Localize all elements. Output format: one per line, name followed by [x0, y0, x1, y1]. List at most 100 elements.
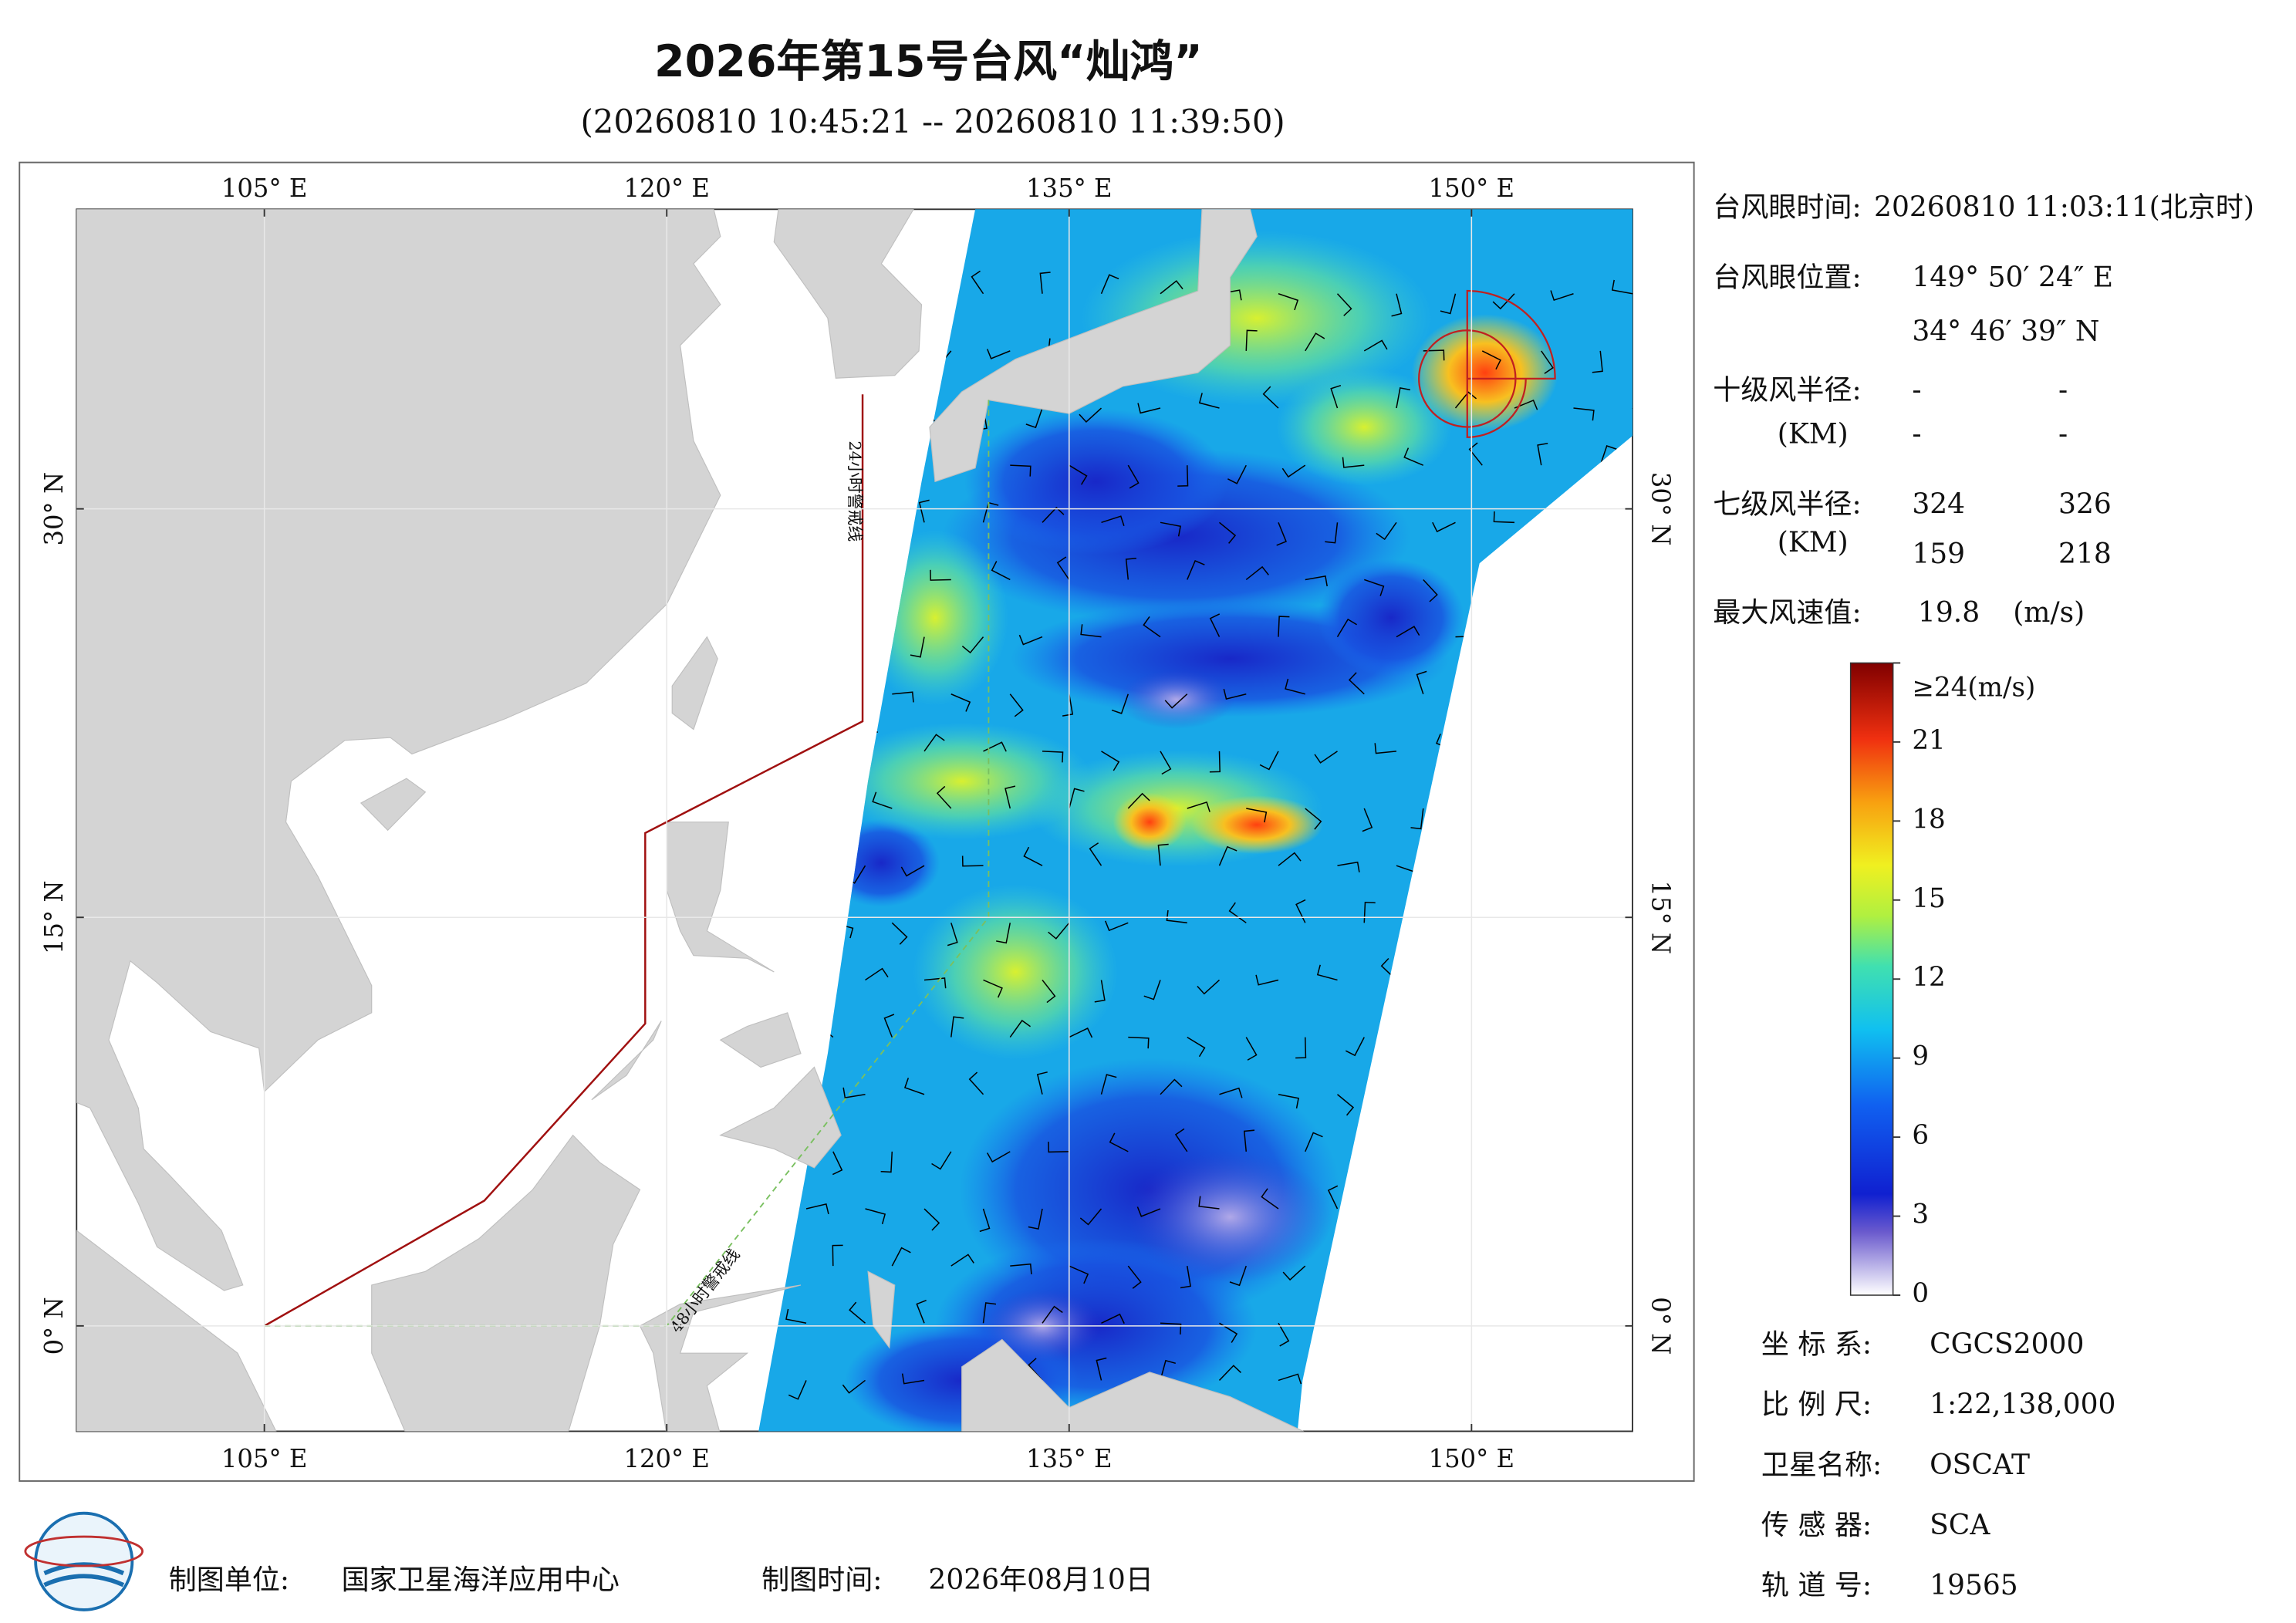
wind-barb [1305, 332, 1325, 352]
wind-barb [1069, 788, 1085, 809]
wind-barb [1550, 290, 1574, 302]
wind-barb [1101, 515, 1125, 527]
wind-barb [1416, 670, 1427, 694]
wind-field [1117, 670, 1235, 729]
wind-barb [1100, 1074, 1117, 1095]
y-tick-label: 0° N [39, 1297, 69, 1355]
wind-barb [901, 1373, 925, 1385]
wind-barb [1039, 272, 1051, 294]
wind-barb [1255, 974, 1279, 986]
wind-barb [1314, 751, 1338, 764]
wind-barb [1644, 1152, 1660, 1172]
wind-barb [930, 569, 951, 581]
info-text: 台风眼时间: [1713, 191, 1861, 223]
info-text: 149° 50′ 24″ E [1912, 262, 2113, 293]
land [929, 209, 1258, 483]
wind-barb [1396, 387, 1411, 409]
wind-barb [1642, 789, 1660, 808]
wind-barb [1363, 901, 1376, 923]
wind-field [964, 408, 1228, 555]
wind-barb [983, 741, 1007, 752]
wind-barb [1157, 843, 1169, 866]
wind-barb [1127, 792, 1150, 809]
logo [24, 1511, 144, 1611]
wind-barb [1009, 1019, 1031, 1038]
wind-barb [950, 693, 971, 712]
info-text: 324 [1912, 488, 1965, 520]
wind-barb [1048, 922, 1070, 940]
wind-barb [1127, 1265, 1142, 1289]
wind-barb [1342, 457, 1365, 468]
wind-barb [1160, 751, 1172, 775]
meta-value: 1:22,138,000 [1930, 1389, 2115, 1421]
meta-value: CGCS2000 [1930, 1328, 2084, 1360]
land [76, 1230, 277, 1432]
wind-barb [1042, 751, 1064, 763]
wind-barb [950, 1016, 964, 1038]
wind-barb [1198, 1196, 1220, 1210]
wind-barb [1009, 693, 1024, 717]
wind-barb [979, 1208, 991, 1233]
wind-barb [865, 1208, 886, 1225]
info-text: 20260810 11:03:11(北京时) [1874, 191, 2254, 223]
wind-barb [983, 979, 1003, 998]
wind-barb [1660, 451, 1682, 465]
wind-barb [1599, 445, 1617, 466]
wind-barb [1316, 964, 1338, 981]
wind-barb [1137, 403, 1161, 414]
wind-barb [1174, 1128, 1188, 1152]
wind-barb [1036, 1071, 1048, 1095]
wind-barb [1592, 350, 1603, 373]
x-tick-label: 135° E [1026, 1444, 1112, 1473]
wind-barb [1246, 808, 1268, 823]
wind-field [1318, 558, 1464, 677]
wind-barb [1219, 1087, 1243, 1098]
wind-barb [1069, 1027, 1093, 1038]
wind-barb [1261, 1188, 1279, 1210]
meta-label: 卫星名称: [1761, 1449, 1882, 1481]
info-text: 十级风半径: [1713, 374, 1861, 406]
wind-barb [950, 1254, 974, 1267]
wind-barb [1010, 1263, 1032, 1275]
wind-barb [1245, 1037, 1258, 1061]
wind-barb [1278, 616, 1290, 637]
wind-barb [1187, 560, 1205, 580]
wind-barb [1143, 980, 1161, 1000]
wind-barb [1396, 626, 1420, 638]
wind-barb [785, 1308, 807, 1324]
wind-barb [1259, 751, 1279, 771]
wind-barb [1285, 678, 1305, 695]
y-tick-label: 0° N [1646, 1297, 1676, 1355]
y-tick-label: 15° N [39, 880, 69, 954]
wind-barb [1337, 861, 1360, 872]
wind-barb [1164, 693, 1188, 709]
wind-barb [1440, 293, 1457, 315]
land [360, 778, 427, 832]
wind-barb [1143, 616, 1161, 638]
wind-barb [1160, 1078, 1183, 1095]
wind-barb [1262, 386, 1279, 409]
wind-barb [1660, 1250, 1680, 1267]
colorbar-label: 21 [1912, 725, 1945, 756]
wind-barb [1493, 511, 1515, 524]
wind-barb [1166, 909, 1187, 924]
wind-barb [1062, 693, 1074, 717]
wind-field [829, 722, 1094, 840]
wind-barb [1101, 751, 1120, 771]
info-text: 台风眼位置: [1713, 262, 1861, 293]
warning-line-48h [264, 400, 990, 1327]
wind-field [1127, 1151, 1333, 1283]
wind-barb [971, 270, 984, 295]
wind-barb [805, 1203, 829, 1215]
wind-barb [1218, 845, 1237, 866]
wind-barb [892, 691, 914, 703]
wind-barb [991, 561, 1011, 581]
wind-barb [910, 636, 925, 658]
wind-barb [1325, 522, 1339, 544]
wind-barb [1080, 624, 1102, 638]
colorbar: ≥24(m/s) 21 18 15 12 9 6 3 0 [1849, 662, 2035, 1309]
wind-barb [849, 1301, 866, 1324]
wind-barb [1004, 785, 1016, 809]
wind-barb [1454, 391, 1477, 409]
colorbar-label: 0 [1912, 1278, 1929, 1309]
